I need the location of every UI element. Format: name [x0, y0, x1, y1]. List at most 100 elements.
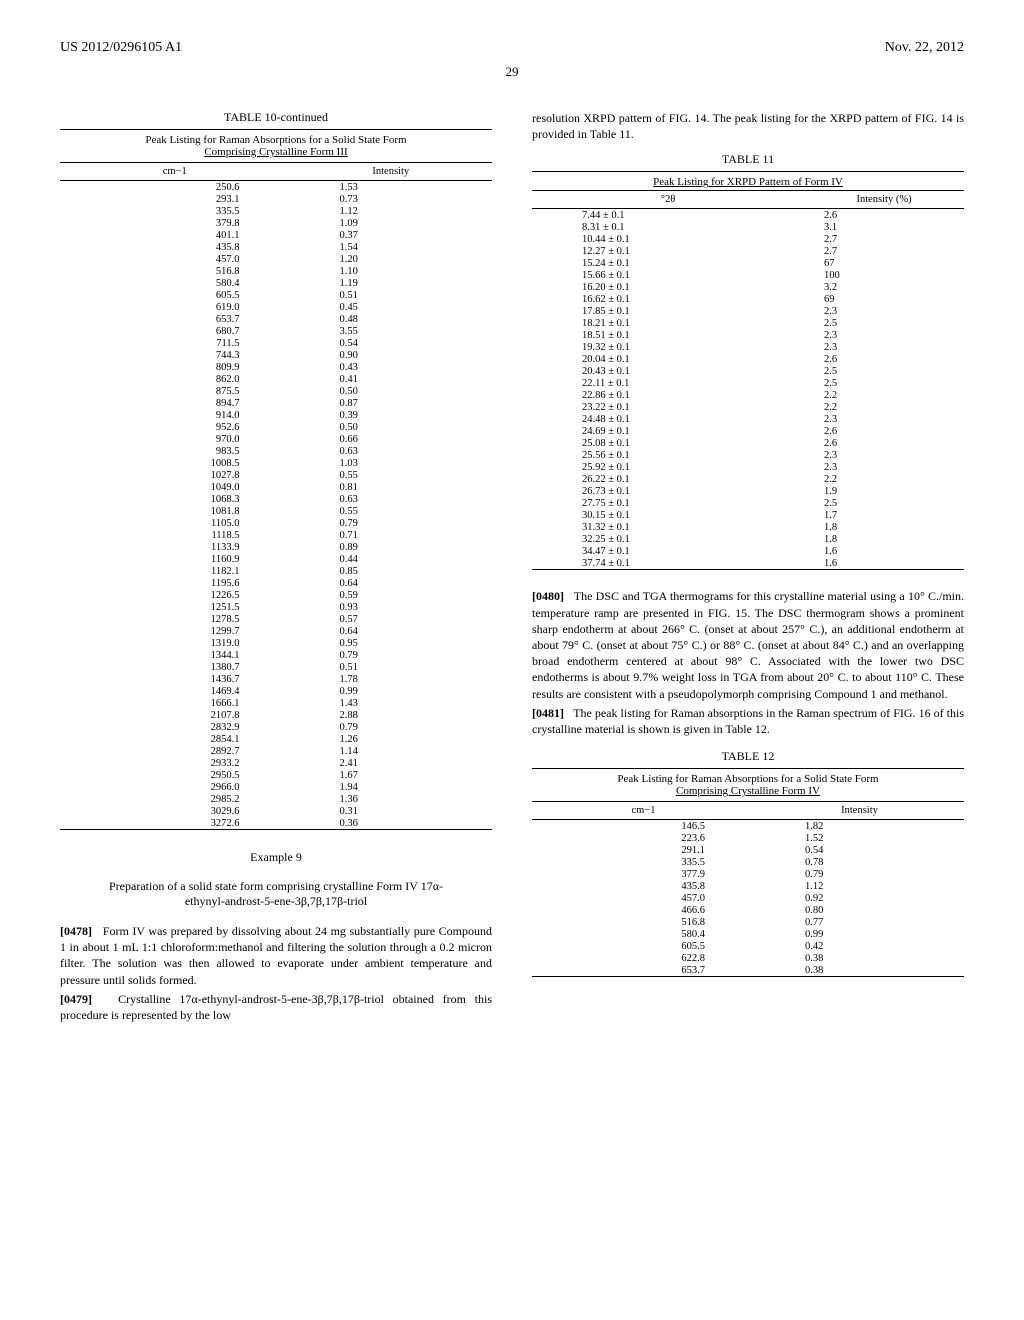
table-cell: 605.5 — [532, 940, 755, 952]
table-cell: 2.6 — [804, 209, 964, 222]
table-cell: 711.5 — [60, 337, 290, 349]
table-cell: 0.37 — [290, 229, 492, 241]
table-cell: 37.74 ± 0.1 — [532, 557, 804, 570]
table-cell: 1666.1 — [60, 697, 290, 709]
table-cell: 0.63 — [290, 493, 492, 505]
table-12: TABLE 12 Peak Listing for Raman Absorpti… — [532, 749, 964, 977]
table-cell: 27.75 ± 0.1 — [532, 497, 804, 509]
table-cell: 1105.0 — [60, 517, 290, 529]
table-cell: 0.45 — [290, 301, 492, 313]
table-row: 466.60.80 — [532, 904, 964, 916]
table-cell: 580.4 — [60, 277, 290, 289]
table-cell: 0.44 — [290, 553, 492, 565]
table-cell: 744.3 — [60, 349, 290, 361]
table-row: 516.80.77 — [532, 916, 964, 928]
table-cell: 894.7 — [60, 397, 290, 409]
table-cell: 0.55 — [290, 505, 492, 517]
table-row: 653.70.48 — [60, 313, 492, 325]
table-cell: 2.3 — [804, 329, 964, 341]
table-row: 1380.70.51 — [60, 661, 492, 673]
table-cell: 1.26 — [290, 733, 492, 745]
table-cell: 10.44 ± 0.1 — [532, 233, 804, 245]
table-cell: 18.21 ± 0.1 — [532, 317, 804, 329]
table-row: 146.51.82 — [532, 820, 964, 833]
para-0481-num: [0481] — [532, 706, 564, 720]
doc-number: US 2012/0296105 A1 — [60, 40, 182, 56]
example-9-subtitle: Preparation of a solid state form compri… — [60, 879, 492, 909]
table-cell: 2985.2 — [60, 793, 290, 805]
table-12-data: cm−1 Intensity 146.51.82223.61.52291.10.… — [532, 801, 964, 977]
table-cell: 0.54 — [755, 844, 964, 856]
table-row: 34.47 ± 0.11.6 — [532, 545, 964, 557]
table-row: 1081.80.55 — [60, 505, 492, 517]
table-row: 22.86 ± 0.12.2 — [532, 389, 964, 401]
table-cell: 2.5 — [804, 497, 964, 509]
table-cell: 1.09 — [290, 217, 492, 229]
table-cell: 457.0 — [60, 253, 290, 265]
table-cell: 0.99 — [755, 928, 964, 940]
table-row: 293.10.73 — [60, 193, 492, 205]
table-cell: 2.3 — [804, 461, 964, 473]
table-cell: 970.0 — [60, 433, 290, 445]
table-cell: 25.92 ± 0.1 — [532, 461, 804, 473]
para-0479-text: Crystalline 17α-ethynyl-androst-5-ene-3β… — [60, 992, 492, 1022]
table-cell: 875.5 — [60, 385, 290, 397]
table-cell: 3.55 — [290, 325, 492, 337]
table-cell: 20.43 ± 0.1 — [532, 365, 804, 377]
table-cell: 1008.5 — [60, 457, 290, 469]
table-cell: 1027.8 — [60, 469, 290, 481]
table-row: 1469.40.99 — [60, 685, 492, 697]
table-cell: 1319.0 — [60, 637, 290, 649]
table-cell: 15.66 ± 0.1 — [532, 269, 804, 281]
table-row: 18.21 ± 0.12.5 — [532, 317, 964, 329]
table-cell: 1.53 — [290, 181, 492, 194]
table-row: 1118.50.71 — [60, 529, 492, 541]
table-cell: 2.88 — [290, 709, 492, 721]
table-cell: 25.08 ± 0.1 — [532, 437, 804, 449]
table-cell: 0.54 — [290, 337, 492, 349]
table-row: 516.81.10 — [60, 265, 492, 277]
table-row: 2854.11.26 — [60, 733, 492, 745]
table-row: 983.50.63 — [60, 445, 492, 457]
table-cell: 34.47 ± 0.1 — [532, 545, 804, 557]
para-0478-num: [0478] — [60, 924, 92, 938]
table-row: 1105.00.79 — [60, 517, 492, 529]
para-0480-text: The DSC and TGA thermograms for this cry… — [532, 589, 964, 700]
table-cell: 100 — [804, 269, 964, 281]
table-12-caption-2: Comprising Crystalline Form IV — [532, 785, 964, 799]
table-cell: 1299.7 — [60, 625, 290, 637]
table-cell: 2.3 — [804, 341, 964, 353]
table-row: 16.62 ± 0.169 — [532, 293, 964, 305]
table-10: TABLE 10-continued Peak Listing for Rama… — [60, 110, 492, 830]
table-cell: 250.6 — [60, 181, 290, 194]
table-cell: 2832.9 — [60, 721, 290, 733]
table-cell: 1182.1 — [60, 565, 290, 577]
table-cell: 223.6 — [532, 832, 755, 844]
table-cell: 1.6 — [804, 545, 964, 557]
table-cell: 0.51 — [290, 289, 492, 301]
table-row: 32.25 ± 0.11.8 — [532, 533, 964, 545]
table-cell: 1.19 — [290, 277, 492, 289]
table-cell: 1.43 — [290, 697, 492, 709]
table-cell: 2966.0 — [60, 781, 290, 793]
table-cell: 30.15 ± 0.1 — [532, 509, 804, 521]
table-cell: 335.5 — [532, 856, 755, 868]
table-row: 1160.90.44 — [60, 553, 492, 565]
table-cell: 8.31 ± 0.1 — [532, 221, 804, 233]
table-cell: 1081.8 — [60, 505, 290, 517]
table-row: 24.48 ± 0.12.3 — [532, 413, 964, 425]
table-row: 622.80.38 — [532, 952, 964, 964]
table-cell: 1.20 — [290, 253, 492, 265]
table-cell: 3.1 — [804, 221, 964, 233]
table-row: 605.50.51 — [60, 289, 492, 301]
table-cell: 20.04 ± 0.1 — [532, 353, 804, 365]
table-cell: 1.03 — [290, 457, 492, 469]
table-cell: 619.0 — [60, 301, 290, 313]
table-cell: 0.41 — [290, 373, 492, 385]
table-row: 2892.71.14 — [60, 745, 492, 757]
table-row: 25.08 ± 0.12.6 — [532, 437, 964, 449]
table-cell: 1.7 — [804, 509, 964, 521]
table-cell: 466.6 — [532, 904, 755, 916]
table-cell: 0.92 — [755, 892, 964, 904]
table-10-col2: Intensity — [290, 163, 492, 181]
